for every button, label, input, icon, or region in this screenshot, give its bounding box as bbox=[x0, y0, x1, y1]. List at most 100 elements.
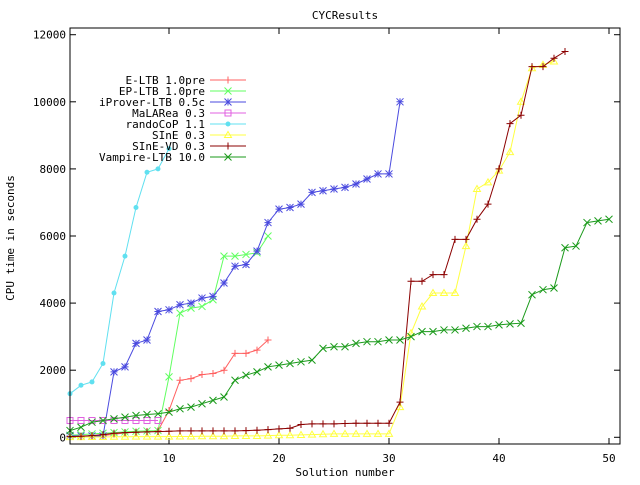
data-point bbox=[528, 63, 536, 71]
data-point bbox=[242, 371, 250, 380]
data-point bbox=[374, 337, 382, 346]
data-point bbox=[198, 371, 206, 379]
data-point bbox=[224, 87, 232, 95]
data-point bbox=[506, 120, 514, 128]
data-point bbox=[176, 376, 184, 384]
data-point bbox=[99, 416, 107, 425]
data-point bbox=[264, 218, 272, 227]
data-point bbox=[396, 336, 404, 344]
data-point bbox=[223, 130, 233, 138]
data-point bbox=[605, 215, 613, 224]
data-point bbox=[224, 76, 232, 84]
data-point bbox=[417, 301, 427, 310]
legend-label: E-LTB 1.0pre bbox=[126, 74, 205, 87]
data-point bbox=[340, 429, 350, 437]
data-point bbox=[308, 356, 316, 364]
data-point bbox=[187, 427, 195, 435]
data-point bbox=[142, 432, 152, 440]
data-point bbox=[154, 409, 162, 418]
data-point bbox=[143, 428, 151, 436]
data-point bbox=[143, 410, 151, 419]
data-point bbox=[396, 97, 404, 106]
data-point bbox=[242, 250, 250, 259]
series-sine-vd-0-3 bbox=[66, 47, 569, 441]
x-axis-label: Solution number bbox=[295, 466, 395, 479]
data-point bbox=[253, 426, 261, 434]
data-point bbox=[143, 336, 151, 344]
data-point bbox=[176, 300, 184, 309]
data-point bbox=[297, 200, 305, 208]
series-line bbox=[69, 51, 566, 438]
data-point bbox=[341, 420, 349, 428]
data-point bbox=[550, 54, 558, 62]
data-point bbox=[450, 288, 460, 297]
data-point bbox=[517, 111, 525, 119]
data-point bbox=[231, 252, 239, 260]
legend-label: iProver-LTB 0.5c bbox=[99, 96, 205, 109]
data-point bbox=[440, 271, 448, 279]
data-point bbox=[153, 432, 163, 440]
y-tick-label: 2000 bbox=[40, 364, 67, 377]
y-tick-label: 0 bbox=[59, 431, 66, 444]
data-point bbox=[440, 326, 448, 334]
data-point bbox=[231, 262, 239, 271]
legend-label: MaLARea 0.3 bbox=[132, 107, 205, 120]
data-point bbox=[121, 429, 129, 437]
data-point bbox=[583, 218, 591, 227]
data-point bbox=[198, 427, 206, 435]
data-point bbox=[549, 57, 559, 65]
data-point bbox=[429, 271, 437, 279]
series-sine-0-3 bbox=[65, 57, 559, 441]
data-point bbox=[198, 399, 206, 408]
data-point bbox=[186, 431, 196, 440]
data-point bbox=[517, 319, 525, 328]
data-point bbox=[187, 375, 195, 383]
data-point bbox=[176, 309, 184, 318]
data-point bbox=[395, 402, 405, 411]
data-point bbox=[275, 205, 283, 214]
data-point bbox=[308, 420, 316, 428]
data-point bbox=[220, 393, 228, 401]
data-point bbox=[225, 121, 231, 127]
series-line bbox=[70, 61, 555, 438]
data-point bbox=[473, 322, 481, 331]
data-point bbox=[253, 247, 261, 255]
data-point bbox=[110, 368, 118, 376]
data-point bbox=[99, 431, 107, 439]
data-point bbox=[120, 432, 130, 440]
data-point bbox=[418, 327, 426, 336]
data-point bbox=[121, 362, 129, 371]
y-axis-label: CPU time in seconds bbox=[4, 175, 17, 301]
y-tick-label: 6000 bbox=[40, 230, 67, 243]
data-point bbox=[155, 166, 161, 172]
x-tick-label: 30 bbox=[382, 452, 395, 465]
series-line bbox=[69, 148, 170, 395]
data-point bbox=[242, 260, 250, 269]
series-randocop-1-1 bbox=[67, 146, 172, 397]
data-point bbox=[132, 339, 140, 348]
legend-label: EP-LTB 1.0pre bbox=[119, 85, 205, 98]
data-point bbox=[219, 431, 229, 440]
data-point bbox=[319, 186, 327, 195]
data-point bbox=[374, 419, 382, 427]
data-point bbox=[87, 432, 97, 440]
data-point bbox=[528, 290, 536, 299]
data-point bbox=[384, 429, 394, 437]
data-point bbox=[77, 423, 85, 432]
data-point bbox=[242, 427, 250, 435]
data-point bbox=[143, 417, 151, 425]
legend-label: SInE 0.3 bbox=[152, 129, 205, 142]
data-point bbox=[352, 419, 360, 427]
data-point bbox=[110, 429, 118, 437]
data-point bbox=[428, 288, 438, 297]
data-point bbox=[418, 277, 426, 285]
data-point bbox=[111, 290, 117, 296]
data-point bbox=[527, 63, 537, 72]
data-point bbox=[154, 307, 162, 316]
data-point bbox=[561, 47, 569, 55]
data-point bbox=[351, 429, 361, 437]
data-point bbox=[505, 147, 515, 156]
data-point bbox=[231, 376, 239, 385]
